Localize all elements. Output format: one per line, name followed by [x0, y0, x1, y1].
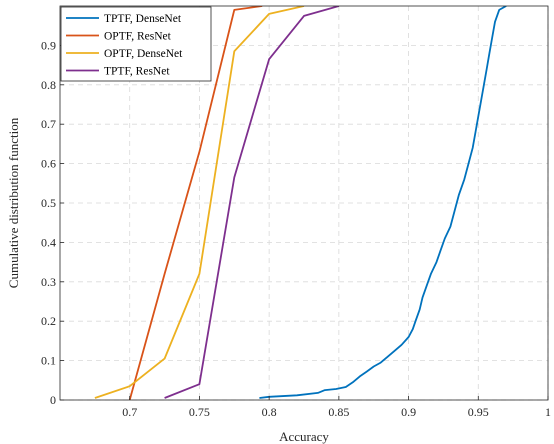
x-tick-label: 0.9 — [401, 405, 416, 419]
x-tick-label: 0.7 — [122, 405, 137, 419]
y-tick-label: 0.2 — [41, 314, 56, 328]
legend-label: OPTF, ResNet — [104, 31, 172, 43]
y-tick-label: 0 — [50, 393, 56, 407]
series-line-2 — [128, 6, 263, 400]
y-tick-label: 0.8 — [41, 78, 56, 92]
x-tick-label: 0.95 — [468, 405, 489, 419]
legend-label: TPTF, ResNet — [104, 66, 170, 78]
series-line-4 — [164, 6, 340, 399]
legend-label: TPTF, DenseNet — [104, 13, 182, 25]
series-lines — [94, 6, 507, 400]
legend: TPTF, DenseNet OPTF, ResNet OPTF, DenseNet… — [60, 6, 212, 82]
y-tick-label: 0.3 — [41, 275, 56, 289]
y-tick-label: 0.6 — [41, 157, 56, 171]
x-tick-label: 0.85 — [328, 405, 349, 419]
series-line-1 — [259, 6, 507, 399]
y-axis-title: Cumulative distribution function — [6, 117, 21, 288]
x-axis-title: Accuracy — [279, 429, 329, 444]
x-tick-label: 0.75 — [189, 405, 210, 419]
y-tick-label: 0.9 — [41, 38, 56, 52]
x-axis-ticks: 0.7 0.75 0.8 0.85 0.9 0.95 1 — [122, 396, 551, 419]
y-tick-label: 0.1 — [41, 354, 56, 368]
y-tick-label: 0.4 — [41, 235, 56, 249]
legend-label: OPTF, DenseNet — [104, 48, 183, 60]
y-tick-label: 0.7 — [41, 117, 56, 131]
x-tick-label: 1 — [545, 405, 551, 419]
series-line-3 — [94, 6, 305, 399]
legend-box — [60, 6, 212, 82]
y-tick-label: 0.5 — [41, 196, 56, 210]
y-axis-ticks: 0 0.1 0.2 0.3 0.4 0.5 0.6 0.7 0.8 0.9 — [41, 38, 64, 407]
x-tick-label: 0.8 — [262, 405, 277, 419]
